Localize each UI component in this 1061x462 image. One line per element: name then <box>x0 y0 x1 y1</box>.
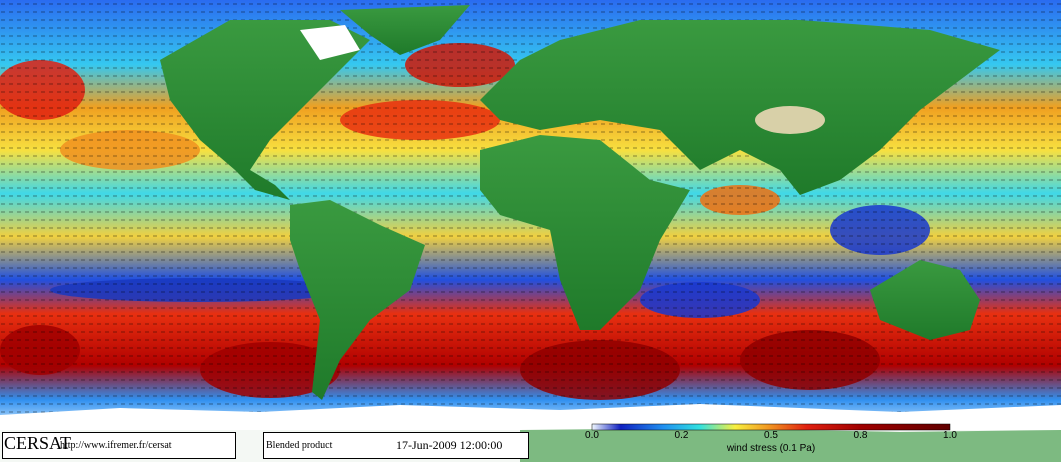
colorbar-tick-label: 0.2 <box>674 430 689 441</box>
logo-box <box>2 432 236 459</box>
colorbar-tick-label: 0.5 <box>764 430 778 441</box>
continents <box>160 5 1000 400</box>
date: 17-Jun-2009 12:00:00 <box>396 438 503 452</box>
colorbar-tick-label: 0.8 <box>853 430 868 441</box>
antarctica <box>0 404 1061 430</box>
footer-land <box>520 428 1061 462</box>
plateau <box>755 106 825 134</box>
colorbar <box>591 423 951 431</box>
product-box <box>263 432 529 459</box>
product: Blended product <box>266 440 333 451</box>
ice <box>300 25 360 60</box>
logo: CERSAT <box>4 433 72 453</box>
colorbar-tick-label: 1.0 <box>943 430 957 441</box>
colorbar-tick-label: 0.0 <box>585 430 599 441</box>
url: http://www.ifremer.fr/cersat <box>60 440 172 451</box>
colorbar-label: wind stress (0.1 Pa) <box>726 443 816 454</box>
